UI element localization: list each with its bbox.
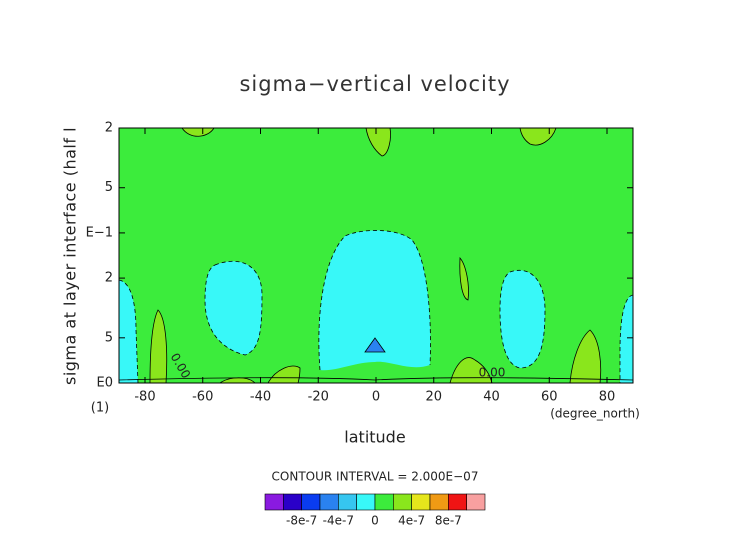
region xyxy=(449,357,493,384)
x-tick-label: 20 xyxy=(425,390,442,405)
region xyxy=(620,295,633,383)
colorbar-label: 4e-7 xyxy=(398,514,425,528)
region xyxy=(318,230,431,371)
region xyxy=(500,270,545,368)
x-tick-label: -60 xyxy=(192,390,213,405)
colorbar-swatch xyxy=(374,493,394,511)
region xyxy=(519,127,557,146)
colorbar-swatch xyxy=(393,493,412,511)
x-tick-label: 60 xyxy=(541,390,558,405)
region xyxy=(119,280,138,383)
y-axis-label: sigma at layer interface (half l xyxy=(61,127,80,385)
colorbar-swatch xyxy=(301,493,321,511)
region xyxy=(205,261,262,355)
y-tick-label: E0 xyxy=(97,376,114,391)
contour-label: 0.00 xyxy=(479,366,506,380)
x-tick-label: -80 xyxy=(134,390,155,405)
region xyxy=(364,337,386,353)
colorbar-swatch xyxy=(411,493,431,511)
colorbar-swatch xyxy=(283,493,302,511)
colorbar-swatch xyxy=(466,493,486,511)
y-tick-label: 2 xyxy=(105,121,113,136)
plot-area xyxy=(118,127,634,384)
colorbar-swatch xyxy=(319,493,339,511)
y-tick-label: E−1 xyxy=(86,225,113,240)
annotation: CONTOUR INTERVAL = 2.000E−07 xyxy=(272,470,479,484)
region xyxy=(365,127,391,157)
y-tick-label: 5 xyxy=(105,180,113,195)
colorbar-label: -8e-7 xyxy=(286,514,317,528)
x-axis-label: latitude xyxy=(344,428,405,447)
region xyxy=(459,256,469,301)
x-tick-label: 40 xyxy=(483,390,500,405)
colorbar-swatch xyxy=(429,493,449,511)
x-tick-label: -20 xyxy=(308,390,329,405)
colorbar-swatch xyxy=(338,493,357,511)
x-unit: (degree_north) xyxy=(550,407,640,421)
x-tick-label: 0 xyxy=(372,390,380,405)
y-tick-label: 2 xyxy=(105,271,113,286)
colorbar-swatch xyxy=(264,493,284,511)
contour-line xyxy=(118,377,634,381)
contour-line xyxy=(118,230,634,384)
region xyxy=(267,365,301,384)
y-unit: (1) xyxy=(91,401,109,416)
colorbar-label: 8e-7 xyxy=(435,514,462,528)
colorbar-label: 0 xyxy=(371,514,379,528)
colorbar-swatch xyxy=(448,493,467,511)
y-tick-label: 5 xyxy=(105,330,113,345)
colorbar-swatch xyxy=(356,493,376,511)
x-tick-label: 80 xyxy=(599,390,616,405)
colorbar-label: -4e-7 xyxy=(323,514,354,528)
chart-title: sigma−vertical velocity xyxy=(239,72,510,96)
x-tick-label: -40 xyxy=(250,390,271,405)
